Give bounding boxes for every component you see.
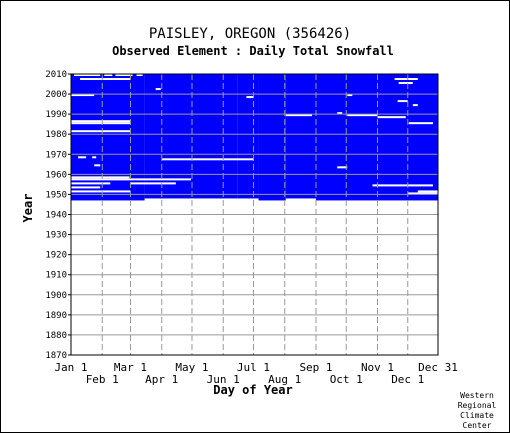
missing-segment-15 xyxy=(347,114,378,117)
missing-segment-30 xyxy=(372,184,433,187)
missing-segment-33 xyxy=(417,190,438,193)
chart-subtitle: Observed Element : Daily Total Snowfall xyxy=(112,44,394,58)
missing-segment-7 xyxy=(155,88,161,91)
y-tick-label: 1930 xyxy=(45,231,67,241)
x-tick-label: Feb 1 xyxy=(86,373,119,386)
y-tick-label: 1990 xyxy=(45,110,67,120)
missing-segment-1 xyxy=(104,74,113,77)
missing-segment-24 xyxy=(94,164,101,167)
missing-segment-31 xyxy=(71,186,101,189)
missing-segment-27 xyxy=(71,178,191,181)
data-block-4 xyxy=(285,74,317,199)
data-block-3 xyxy=(258,74,286,201)
y-tick-label: 1900 xyxy=(45,291,67,301)
missing-segment-13 xyxy=(337,112,343,115)
credit-line: Climate xyxy=(460,411,494,420)
x-tick-label: May 1 xyxy=(175,361,208,374)
missing-segment-2 xyxy=(115,74,133,77)
missing-segment-16 xyxy=(377,116,406,119)
credit-line: Regional xyxy=(458,401,497,410)
y-tick-label: 1940 xyxy=(45,211,67,221)
x-tick-label: Jul 1 xyxy=(237,361,270,374)
x-axis-label: Day of Year xyxy=(213,383,292,397)
credit-line: Western xyxy=(460,391,494,400)
missing-segment-4 xyxy=(80,78,131,81)
data-block-1 xyxy=(144,74,238,199)
missing-segment-21 xyxy=(78,156,87,159)
missing-segment-0 xyxy=(74,74,101,77)
missing-segment-19 xyxy=(408,122,433,125)
missing-segment-20 xyxy=(71,130,131,133)
chart-title: PAISLEY, OREGON (356426) xyxy=(149,26,351,42)
data-block-0 xyxy=(71,74,145,201)
y-axis: 2010 2000 1990 1980 1970 1960 1950 1940 1930 1920… xyxy=(45,70,71,361)
missing-segment-29 xyxy=(130,182,176,185)
data-layer xyxy=(71,74,438,201)
y-tick-label: 2010 xyxy=(45,70,67,80)
data-block-2 xyxy=(237,74,259,199)
data-block-5 xyxy=(316,74,438,201)
missing-segment-25 xyxy=(337,166,348,169)
credit-line: Center xyxy=(463,421,492,430)
missing-segment-12 xyxy=(412,104,418,107)
y-tick-label: 1980 xyxy=(45,130,67,140)
missing-segment-23 xyxy=(161,158,254,161)
missing-segment-34 xyxy=(407,192,438,195)
x-tick-label: Jun 1 xyxy=(207,373,240,386)
missing-segment-8 xyxy=(71,94,95,97)
missing-segment-9 xyxy=(347,94,353,97)
missing-segment-6 xyxy=(398,82,413,85)
x-tick-label: Mar 1 xyxy=(114,361,147,374)
missing-segment-5 xyxy=(394,78,418,81)
missing-segment-26 xyxy=(71,176,130,179)
y-tick-label: 1910 xyxy=(45,271,67,281)
x-tick-label: Dec 1 xyxy=(391,373,424,386)
missing-segment-17 xyxy=(71,120,131,123)
missing-segment-28 xyxy=(71,182,111,185)
x-tick-label: Nov 1 xyxy=(361,361,394,374)
missing-data-layer xyxy=(71,74,438,195)
x-tick-label: Jan 1 xyxy=(54,361,87,374)
x-tick-label: Aug 1 xyxy=(268,373,301,386)
y-tick-label: 1970 xyxy=(45,150,67,160)
missing-segment-14 xyxy=(285,114,312,117)
x-tick-label: Oct 1 xyxy=(330,373,363,386)
y-tick-label: 1880 xyxy=(45,331,67,341)
missing-segment-3 xyxy=(136,74,143,77)
y-tick-label: 1890 xyxy=(45,311,67,321)
missing-segment-32 xyxy=(71,190,131,193)
y-tick-label: 1960 xyxy=(45,170,67,180)
x-axis: Jan 1 Mar 1 May 1 Jul 1 Sep 1 Nov 1 Dec 31 Feb … xyxy=(54,361,457,386)
y-tick-label: 1950 xyxy=(45,190,67,200)
missing-segment-18 xyxy=(71,122,131,125)
y-tick-label: 2000 xyxy=(45,90,67,100)
missing-segment-11 xyxy=(397,100,408,103)
y-tick-label: 1920 xyxy=(45,251,67,261)
y-tick-label: 1870 xyxy=(45,351,67,361)
missing-segment-10 xyxy=(246,96,254,99)
y-axis-label: Year xyxy=(21,194,35,223)
x-tick-label: Sep 1 xyxy=(299,361,332,374)
grid-lines xyxy=(71,74,438,355)
missing-segment-22 xyxy=(92,156,97,159)
x-tick-label: Apr 1 xyxy=(145,373,178,386)
x-tick-label: Dec 31 xyxy=(418,361,458,374)
